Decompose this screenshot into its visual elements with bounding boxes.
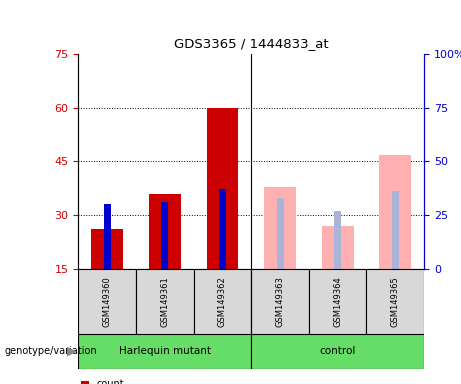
Text: GSM149364: GSM149364 [333,276,342,327]
Bar [251,334,424,369]
Text: GSM149361: GSM149361 [160,276,169,327]
Text: count: count [97,379,124,384]
Bar [194,269,251,334]
Text: control: control [319,346,356,356]
Bar [219,189,226,269]
Bar [91,229,123,269]
Bar [136,269,194,334]
Bar [334,211,341,269]
Bar [78,269,136,334]
Bar [78,334,251,369]
Bar [264,187,296,269]
Bar [322,226,354,269]
Bar [366,269,424,334]
Bar [207,108,238,269]
Bar [392,191,399,269]
Bar [277,198,284,269]
Text: GSM149365: GSM149365 [391,276,400,327]
Text: genotype/variation: genotype/variation [5,346,97,356]
Title: GDS3365 / 1444833_at: GDS3365 / 1444833_at [174,37,329,50]
Text: GSM149362: GSM149362 [218,276,227,327]
Bar [379,155,411,269]
Text: GSM149360: GSM149360 [103,276,112,327]
Bar [251,269,309,334]
Bar [161,202,168,269]
Bar [149,194,181,269]
Bar [309,269,366,334]
Text: Harlequin mutant: Harlequin mutant [119,346,211,356]
Text: GSM149363: GSM149363 [276,276,284,327]
Bar [104,204,111,269]
Text: ▶: ▶ [67,345,77,358]
